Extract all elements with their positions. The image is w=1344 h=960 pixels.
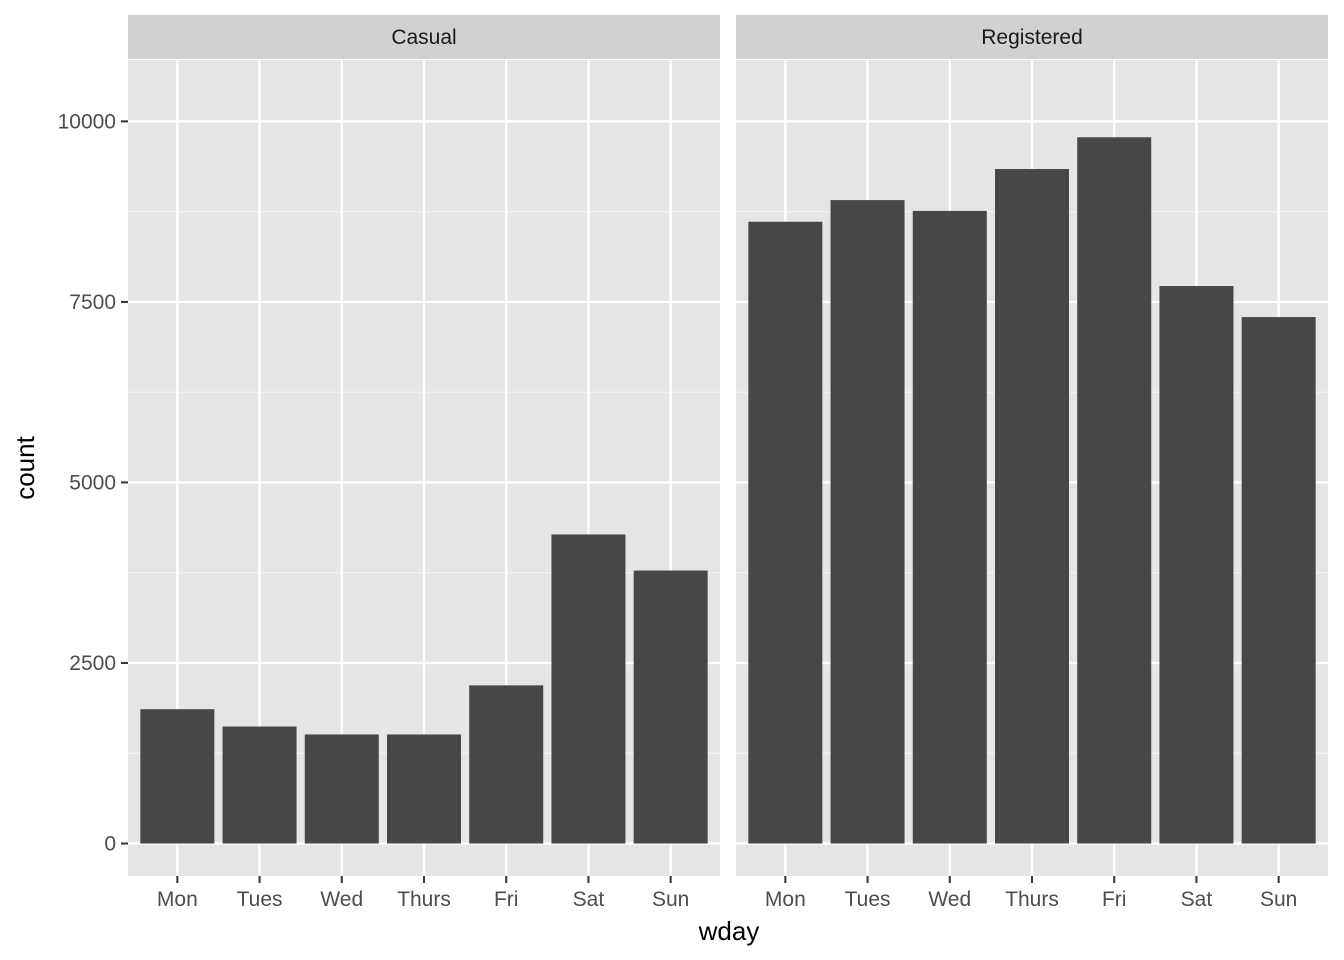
bar-wed <box>912 210 987 844</box>
bar-sun <box>633 570 708 844</box>
y-axis-title: count <box>10 435 40 499</box>
bar-tues <box>222 726 297 844</box>
y-tick-label: 0 <box>104 833 116 856</box>
bar-thurs <box>387 734 461 844</box>
facet-strip-label: Registered <box>981 26 1083 49</box>
bar-sun <box>1241 317 1316 844</box>
facet-strip-label: Casual <box>391 26 456 49</box>
x-tick-label: Sat <box>1181 888 1213 911</box>
facet-strip <box>128 15 720 59</box>
x-tick-label: Fri <box>494 888 519 911</box>
panel-registered: Registered Mon Tues Wed Thurs Fri Sat Sun <box>736 15 1328 911</box>
bar-fri <box>469 685 544 844</box>
bar-mon <box>140 709 215 844</box>
bar-thurs <box>995 169 1069 844</box>
x-tick-label: Sun <box>1260 888 1297 911</box>
x-tick-label: Thurs <box>1005 888 1059 911</box>
x-tick-label: Fri <box>1102 888 1127 911</box>
y-tick-label: 2500 <box>69 652 116 675</box>
x-tick-label: Mon <box>157 888 198 911</box>
facet-strip <box>736 15 1328 59</box>
bar-wed <box>304 734 379 844</box>
bar-mon <box>748 221 823 844</box>
y-tick-label: 5000 <box>69 471 116 494</box>
y-axis: 0 2500 5000 7500 10000 <box>58 110 128 856</box>
bar-fri <box>1077 137 1152 844</box>
x-tick-label: Thurs <box>397 888 451 911</box>
x-tick-label: Sun <box>652 888 689 911</box>
y-tick-label: 7500 <box>69 291 116 314</box>
x-tick-label: Wed <box>320 888 363 911</box>
x-tick-label: Sat <box>573 888 605 911</box>
x-tick-label: Tues <box>845 888 891 911</box>
x-tick-label: Mon <box>765 888 806 911</box>
x-tick-label: Wed <box>928 888 971 911</box>
y-tick-label: 10000 <box>58 110 116 133</box>
x-axis-title: wday <box>698 916 760 946</box>
bar-sat <box>1159 286 1234 844</box>
bar-tues <box>830 200 905 844</box>
bar-sat <box>551 534 626 844</box>
x-tick-label: Tues <box>237 888 283 911</box>
panel-casual: Casual Mon Tues Wed Thurs Fri Sat Sun <box>128 15 720 911</box>
